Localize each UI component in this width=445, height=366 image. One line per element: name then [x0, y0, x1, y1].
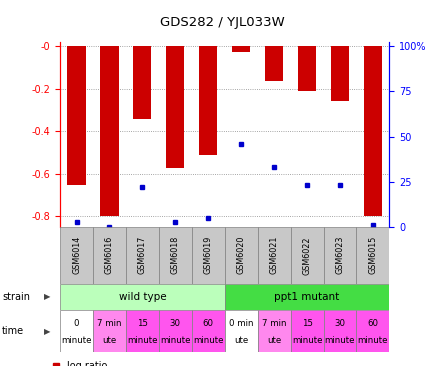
- Bar: [166, 46, 184, 168]
- Text: GSM6022: GSM6022: [303, 236, 312, 274]
- Bar: [324, 310, 356, 352]
- Bar: [356, 227, 389, 284]
- Text: ute: ute: [234, 336, 248, 345]
- Text: 0 min: 0 min: [229, 319, 254, 328]
- Text: 30: 30: [335, 319, 345, 328]
- Bar: [93, 227, 126, 284]
- Bar: [291, 310, 324, 352]
- Text: minute: minute: [358, 336, 388, 345]
- Text: ▶: ▶: [44, 292, 50, 301]
- Bar: [93, 310, 126, 352]
- Bar: [159, 227, 192, 284]
- Text: GSM6021: GSM6021: [270, 236, 279, 274]
- Text: GDS282 / YJL033W: GDS282 / YJL033W: [160, 16, 285, 30]
- Text: GSM6018: GSM6018: [171, 236, 180, 274]
- Text: log ratio: log ratio: [67, 361, 107, 366]
- Bar: [199, 46, 217, 155]
- Text: time: time: [2, 326, 24, 336]
- Text: GSM6015: GSM6015: [368, 236, 377, 274]
- Text: 7 min: 7 min: [262, 319, 287, 328]
- Text: 60: 60: [203, 319, 214, 328]
- Text: minute: minute: [127, 336, 158, 345]
- Bar: [126, 227, 159, 284]
- Text: minute: minute: [325, 336, 355, 345]
- Text: GSM6023: GSM6023: [336, 236, 344, 274]
- Text: GSM6019: GSM6019: [204, 236, 213, 274]
- Text: 7 min: 7 min: [97, 319, 122, 328]
- Bar: [265, 46, 283, 81]
- Bar: [258, 227, 291, 284]
- Bar: [68, 46, 85, 186]
- Bar: [192, 227, 225, 284]
- Text: GSM6014: GSM6014: [72, 236, 81, 274]
- Text: GSM6020: GSM6020: [237, 236, 246, 274]
- Text: GSM6017: GSM6017: [138, 236, 147, 274]
- Bar: [356, 310, 389, 352]
- Bar: [258, 310, 291, 352]
- Bar: [134, 46, 151, 119]
- Text: ute: ute: [267, 336, 281, 345]
- Bar: [364, 46, 382, 216]
- Bar: [324, 227, 356, 284]
- Text: 15: 15: [302, 319, 312, 328]
- Text: strain: strain: [2, 292, 30, 302]
- Text: ▶: ▶: [44, 326, 50, 336]
- Text: GSM6016: GSM6016: [105, 236, 114, 274]
- Bar: [159, 310, 192, 352]
- Bar: [192, 310, 225, 352]
- Bar: [225, 227, 258, 284]
- Bar: [291, 227, 324, 284]
- Bar: [225, 284, 389, 310]
- Bar: [225, 310, 258, 352]
- Bar: [60, 310, 93, 352]
- Text: minute: minute: [193, 336, 223, 345]
- Bar: [331, 46, 349, 101]
- Text: minute: minute: [292, 336, 322, 345]
- Text: 30: 30: [170, 319, 181, 328]
- Text: ppt1 mutant: ppt1 mutant: [275, 292, 340, 302]
- Text: 60: 60: [368, 319, 378, 328]
- Bar: [60, 284, 225, 310]
- Text: minute: minute: [160, 336, 190, 345]
- Bar: [298, 46, 316, 91]
- Bar: [126, 310, 159, 352]
- Text: ute: ute: [102, 336, 117, 345]
- Text: 15: 15: [137, 319, 148, 328]
- Text: wild type: wild type: [118, 292, 166, 302]
- Text: minute: minute: [61, 336, 92, 345]
- Bar: [60, 227, 93, 284]
- Bar: [101, 46, 118, 216]
- Text: 0: 0: [74, 319, 79, 328]
- Bar: [232, 46, 250, 52]
